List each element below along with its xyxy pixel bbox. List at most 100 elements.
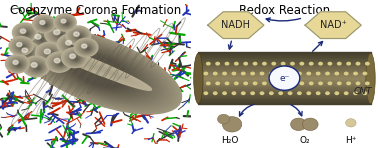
Circle shape	[34, 16, 55, 32]
Ellipse shape	[25, 32, 174, 110]
Circle shape	[19, 46, 36, 59]
Bar	[198, 53, 370, 55]
Circle shape	[337, 62, 342, 66]
Circle shape	[13, 60, 18, 64]
Circle shape	[38, 37, 45, 42]
Circle shape	[59, 36, 82, 54]
Ellipse shape	[36, 38, 163, 104]
Circle shape	[70, 29, 88, 43]
Circle shape	[344, 72, 349, 75]
Ellipse shape	[53, 49, 130, 81]
Circle shape	[54, 30, 66, 39]
Circle shape	[70, 54, 81, 63]
Circle shape	[45, 23, 73, 45]
Bar	[198, 83, 370, 85]
Circle shape	[18, 44, 26, 50]
Circle shape	[74, 58, 78, 60]
Circle shape	[15, 62, 22, 67]
Circle shape	[8, 57, 27, 71]
Circle shape	[57, 34, 84, 55]
Ellipse shape	[59, 49, 139, 93]
Circle shape	[47, 53, 71, 72]
Circle shape	[337, 81, 342, 85]
Circle shape	[40, 38, 43, 41]
Text: H₂O: H₂O	[222, 136, 239, 145]
Circle shape	[16, 26, 34, 40]
Circle shape	[231, 72, 236, 75]
Circle shape	[9, 57, 26, 71]
Circle shape	[61, 19, 71, 27]
Circle shape	[77, 40, 96, 55]
Circle shape	[53, 57, 67, 68]
Bar	[198, 98, 370, 100]
Circle shape	[262, 81, 267, 85]
Circle shape	[80, 42, 94, 54]
Circle shape	[10, 37, 33, 55]
Circle shape	[299, 62, 304, 66]
Circle shape	[24, 49, 32, 56]
Circle shape	[84, 46, 90, 51]
Circle shape	[76, 33, 84, 40]
Circle shape	[18, 45, 37, 59]
Circle shape	[318, 62, 323, 66]
Circle shape	[35, 17, 54, 31]
Circle shape	[74, 38, 98, 57]
Circle shape	[68, 43, 76, 48]
Circle shape	[39, 37, 44, 42]
Circle shape	[20, 29, 32, 38]
Circle shape	[54, 14, 76, 31]
Circle shape	[327, 62, 332, 66]
Circle shape	[59, 62, 62, 65]
Circle shape	[11, 59, 25, 70]
Circle shape	[64, 49, 86, 66]
Circle shape	[44, 24, 47, 26]
Circle shape	[30, 62, 44, 73]
Circle shape	[47, 24, 72, 44]
Ellipse shape	[50, 44, 149, 98]
Circle shape	[40, 20, 50, 29]
Circle shape	[70, 44, 75, 48]
Circle shape	[61, 37, 81, 52]
Circle shape	[299, 81, 304, 85]
Circle shape	[43, 23, 48, 27]
Circle shape	[52, 29, 68, 41]
Circle shape	[63, 49, 87, 67]
Circle shape	[39, 20, 51, 29]
Circle shape	[26, 59, 47, 75]
Circle shape	[71, 30, 87, 42]
Circle shape	[59, 18, 73, 28]
Circle shape	[14, 61, 23, 68]
Circle shape	[42, 22, 49, 28]
Circle shape	[14, 62, 22, 68]
Circle shape	[67, 27, 90, 45]
Circle shape	[18, 64, 20, 66]
Circle shape	[81, 44, 93, 53]
Circle shape	[37, 43, 63, 63]
Circle shape	[23, 49, 33, 57]
Circle shape	[345, 119, 356, 127]
Bar	[198, 86, 370, 88]
Circle shape	[57, 61, 64, 66]
Ellipse shape	[32, 36, 166, 106]
Circle shape	[269, 91, 274, 95]
Circle shape	[225, 62, 229, 66]
Circle shape	[30, 31, 51, 47]
Circle shape	[215, 81, 220, 85]
Circle shape	[346, 81, 351, 85]
Circle shape	[27, 59, 46, 75]
Circle shape	[222, 72, 227, 75]
Circle shape	[278, 91, 283, 95]
Circle shape	[62, 48, 87, 68]
Circle shape	[65, 40, 78, 50]
Circle shape	[290, 62, 295, 66]
Circle shape	[17, 27, 34, 40]
Text: NADH: NADH	[221, 20, 250, 30]
Circle shape	[241, 91, 246, 95]
Circle shape	[19, 45, 26, 49]
Circle shape	[14, 40, 30, 53]
Circle shape	[20, 45, 25, 49]
Circle shape	[22, 30, 30, 37]
Bar	[198, 81, 370, 83]
Circle shape	[14, 42, 40, 62]
Circle shape	[71, 45, 73, 46]
